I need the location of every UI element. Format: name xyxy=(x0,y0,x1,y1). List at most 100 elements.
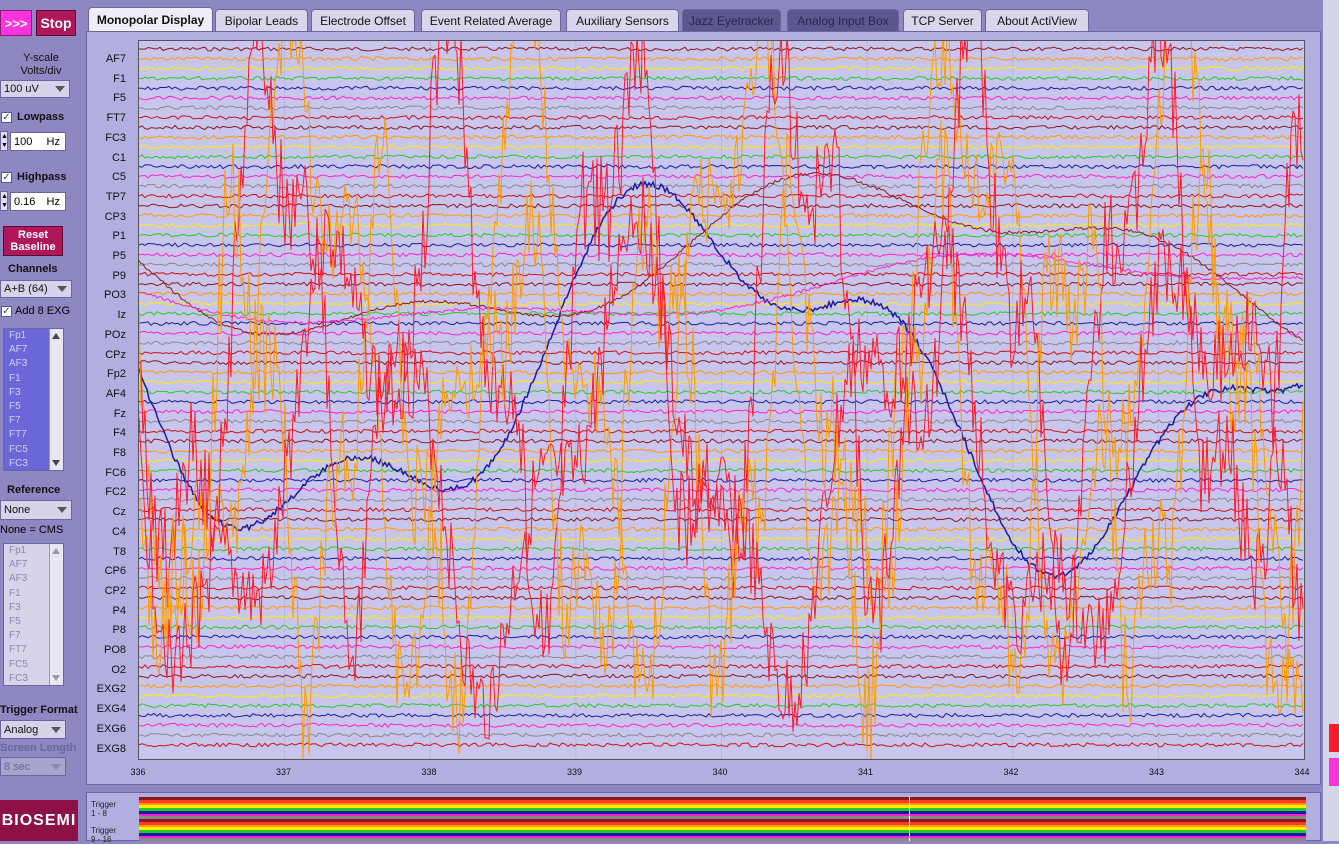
list-item[interactable]: F3 xyxy=(9,386,21,398)
list-item[interactable]: AF3 xyxy=(9,573,28,585)
tab-about-actiview[interactable]: About ActiView xyxy=(985,9,1089,31)
lowpass-input[interactable]: 100 Hz xyxy=(10,132,66,151)
eeg-traces xyxy=(138,0,1304,764)
yscale-dropdown[interactable]: 100 uV xyxy=(0,80,70,98)
list-item[interactable]: Fp1 xyxy=(9,545,27,556)
trigger-band xyxy=(139,805,1306,808)
stop-button[interactable]: Stop xyxy=(36,10,76,36)
eeg-trace xyxy=(138,340,1304,346)
highpass-checkbox[interactable]: ✓ xyxy=(1,172,12,183)
channel-label: P5 xyxy=(112,250,126,262)
screen-length-value: 8 sec xyxy=(4,760,31,773)
eeg-trace xyxy=(138,65,1304,72)
x-tick-label: 336 xyxy=(130,767,146,777)
list-item[interactable]: FT7 xyxy=(9,429,27,441)
list-item[interactable]: F1 xyxy=(9,587,21,599)
channel-label: Cz xyxy=(112,506,126,519)
eeg-trace xyxy=(138,506,1304,513)
x-tick-label: 343 xyxy=(1148,767,1165,777)
channel-label: FC3 xyxy=(105,131,126,144)
reset-baseline-button[interactable]: Reset Baseline xyxy=(3,226,63,256)
list-item[interactable]: FC3 xyxy=(9,672,28,684)
channel-list-scrollbar[interactable] xyxy=(49,329,63,470)
highpass-input[interactable]: 0.16 Hz xyxy=(10,192,66,211)
channel-listbox[interactable]: Fp1 AF7 AF3 F1 F3 F5 F7 FT7 FC5 FC3 xyxy=(3,328,64,471)
tab-label: Bipolar Leads xyxy=(224,13,299,28)
eeg-trace xyxy=(138,105,1304,111)
trigger-format-dropdown[interactable]: Analog xyxy=(0,720,66,739)
tab-tcp-server[interactable]: TCP Server xyxy=(903,9,982,31)
reference-list: Fp1 AF7 AF3 F1 F3 F5 F7 FT7 FC5 FC3 xyxy=(4,544,63,685)
tab-label: About ActiView xyxy=(997,13,1077,28)
biosemi-logo: BIOSEMI xyxy=(0,800,78,841)
tab-auxiliary-sensors[interactable]: Auxiliary Sensors xyxy=(566,9,679,31)
eeg-trace xyxy=(138,634,1304,640)
tab-monopolar-display[interactable]: Monopolar Display xyxy=(88,7,213,32)
tab-electrode-offset[interactable]: Electrode Offset xyxy=(311,9,415,31)
scroll-down-icon[interactable] xyxy=(52,460,60,466)
reset-label-line1: Reset xyxy=(18,229,48,241)
channel-label: POz xyxy=(104,328,126,341)
reference-list-scrollbar[interactable] xyxy=(49,544,63,685)
list-item[interactable]: AF7 xyxy=(9,559,28,571)
tab-event-related-average[interactable]: Event Related Average xyxy=(421,9,561,31)
tab-jazz-eyetracker[interactable]: Jazz Eyetracker xyxy=(682,9,781,31)
channel-label: C5 xyxy=(111,171,126,184)
tab-bipolar-leads[interactable]: Bipolar Leads xyxy=(215,9,308,31)
list-item[interactable]: AF7 xyxy=(9,344,28,356)
trigger-2-label-line1: Trigger xyxy=(91,826,117,835)
highpass-value: 0.16 xyxy=(14,195,36,208)
scroll-up-icon[interactable] xyxy=(52,333,60,339)
channel-label: FT7 xyxy=(106,112,126,125)
trigger-band xyxy=(139,830,1306,833)
scroll-up-icon[interactable] xyxy=(52,548,60,554)
list-item[interactable]: AF3 xyxy=(9,358,28,370)
reference-listbox[interactable]: Fp1 AF7 AF3 F1 F3 F5 F7 FT7 FC5 FC3 xyxy=(3,543,64,686)
channel-label: AF4 xyxy=(105,387,126,400)
eeg-trace xyxy=(138,702,1304,709)
tab-analog-input-box[interactable]: Analog Input Box xyxy=(787,9,899,31)
eeg-trace xyxy=(138,291,1304,297)
screen-length-dropdown[interactable]: 8 sec xyxy=(0,757,66,776)
channel-label: C4 xyxy=(111,525,126,538)
lowpass-checkbox[interactable]: ✓ xyxy=(1,112,12,123)
scroll-down-icon[interactable] xyxy=(52,675,60,681)
list-item[interactable]: F7 xyxy=(9,630,21,642)
chevron-down-icon xyxy=(57,286,67,292)
logo-text: BIOSEMI xyxy=(1,811,77,829)
channel-label: P4 xyxy=(112,604,126,617)
channel-label: F8 xyxy=(113,447,126,459)
list-item[interactable]: F3 xyxy=(9,601,21,613)
channel-label: CP3 xyxy=(104,210,126,223)
chevron-down-icon xyxy=(51,726,61,733)
start-button[interactable]: >>> xyxy=(0,10,32,36)
list-item[interactable]: FC5 xyxy=(9,443,28,455)
list-item[interactable]: FC3 xyxy=(9,457,28,469)
trigger-1-8-label: Trigger 1 - 8 xyxy=(91,800,116,818)
tab-label: Analog Input Box xyxy=(797,13,889,28)
trigger-band xyxy=(139,799,1306,803)
eeg-trace xyxy=(138,497,1304,503)
add-exg-checkbox[interactable]: ✓ xyxy=(1,306,12,317)
reference-dropdown[interactable]: None xyxy=(0,500,72,520)
x-tick-label: 341 xyxy=(857,767,874,777)
channel-label: CP2 xyxy=(104,584,126,597)
list-item[interactable]: F5 xyxy=(9,616,21,628)
list-item[interactable]: F1 xyxy=(9,372,21,384)
right-panel-edge xyxy=(1323,0,1339,841)
list-item[interactable]: F7 xyxy=(9,415,21,427)
highpass-stepper[interactable]: ▲ ▼ xyxy=(0,191,8,211)
eeg-trace xyxy=(138,742,1304,748)
lowpass-stepper[interactable]: ▲ ▼ xyxy=(0,131,8,151)
channels-dropdown[interactable]: A+B (64) xyxy=(0,280,72,298)
list-item[interactable]: FT7 xyxy=(9,644,27,656)
list-item[interactable]: Fp1 xyxy=(9,330,27,341)
list-item[interactable]: F5 xyxy=(9,401,21,413)
list-item[interactable]: FC5 xyxy=(9,658,28,670)
trigger-band xyxy=(139,824,1306,828)
trigger-format-label: Trigger Format xyxy=(0,704,78,716)
yscale-label-line2: Volts/div xyxy=(20,65,62,77)
eeg-trace xyxy=(138,683,1304,689)
trigger-band xyxy=(139,838,1306,841)
artifact-trace xyxy=(138,176,1304,740)
